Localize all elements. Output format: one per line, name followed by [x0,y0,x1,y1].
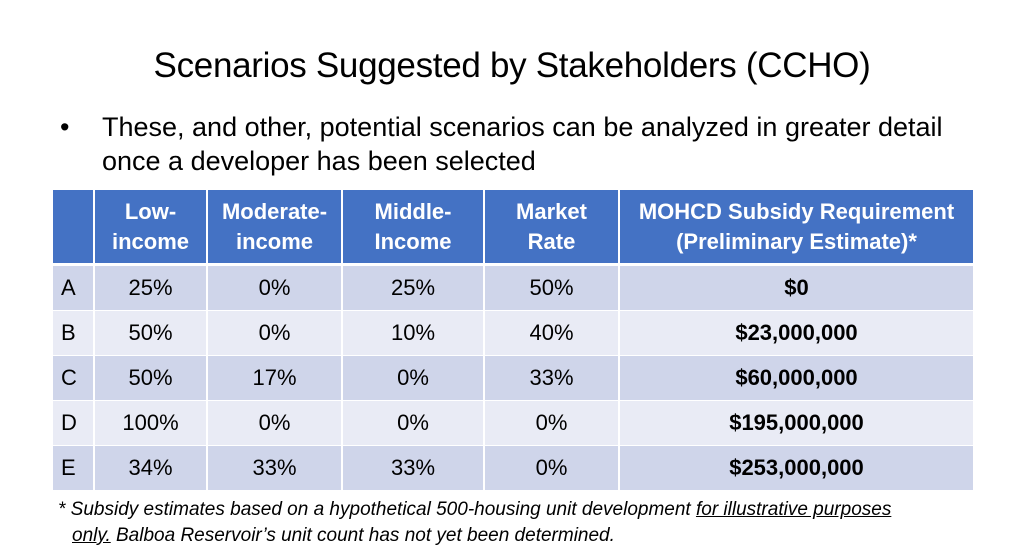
cell-market-rate: 40% [484,310,620,356]
footnote-underlined: only. [72,525,111,546]
header-middle-income: Middle- Income [342,190,485,266]
scenarios-table: Low- income Moderate- income Middle- Inc… [53,190,975,491]
cell-market-rate: 50% [484,264,620,311]
footnote: * Subsidy estimates based on a hypotheti… [58,497,978,549]
bullet-dot-icon: • [60,112,70,142]
cell-subsidy: $195,000,000 [619,400,975,446]
cell-moderate-income: 17% [207,355,343,401]
table-row: D 100% 0% 0% 0% $195,000,000 [53,400,975,446]
cell-low-income: 50% [94,310,208,356]
header-line: Income [374,228,452,254]
scenario-label: A [53,264,95,311]
header-moderate-income: Moderate- income [207,190,343,266]
cell-market-rate: 33% [484,355,620,401]
cell-low-income: 34% [94,445,208,491]
cell-middle-income: 10% [342,310,485,356]
cell-subsidy: $60,000,000 [619,355,975,401]
header-line: income [111,228,190,254]
footnote-line-2: only. Balboa Reservoir’s unit count has … [58,525,615,546]
footnote-underlined: for illustrative purposes [695,499,892,520]
cell-middle-income: 0% [342,355,485,401]
cell-market-rate: 0% [484,445,620,491]
cell-low-income: 50% [94,355,208,401]
table-row: C 50% 17% 0% 33% $60,000,000 [53,355,975,401]
bullet-text: These, and other, potential scenarios ca… [102,112,943,176]
table-row: E 34% 33% 33% 0% $253,000,000 [53,445,975,491]
header-subsidy: MOHCD Subsidy Requirement (Preliminary E… [619,190,975,266]
cell-low-income: 100% [94,400,208,446]
header-line: Moderate- [221,198,328,224]
cell-middle-income: 0% [342,400,485,446]
footnote-text: * Subsidy estimates based on a hypotheti… [58,499,696,520]
header-market-rate: Market Rate [484,190,620,266]
header-line: Market [516,198,587,224]
cell-low-income: 25% [94,264,208,311]
table-header-row: Low- income Moderate- income Middle- Inc… [53,190,975,266]
cell-moderate-income: 0% [207,310,343,356]
scenario-label: D [53,400,95,446]
cell-subsidy: $23,000,000 [619,310,975,356]
header-line: MOHCD Subsidy Requirement [638,198,955,224]
scenario-label: E [53,445,95,491]
header-line: Rate [527,228,576,254]
scenario-label: B [53,310,95,356]
scenario-label: C [53,355,95,401]
cell-subsidy: $253,000,000 [619,445,975,491]
cell-subsidy: $0 [619,264,975,311]
header-low-income: Low- income [94,190,208,266]
table-row: A 25% 0% 25% 50% $0 [53,264,975,311]
cell-moderate-income: 33% [207,445,343,491]
cell-middle-income: 33% [342,445,485,491]
slide-title: Scenarios Suggested by Stakeholders (CCH… [153,46,871,85]
header-line: (Preliminary Estimate)* [676,228,917,254]
table-row: B 50% 0% 10% 40% $23,000,000 [53,310,975,356]
header-scenario [53,190,95,266]
header-line: Low- [124,198,177,224]
header-line: Middle- [374,198,452,224]
cell-moderate-income: 0% [207,400,343,446]
header-line: income [235,228,314,254]
cell-moderate-income: 0% [207,264,343,311]
cell-market-rate: 0% [484,400,620,446]
cell-middle-income: 25% [342,264,485,311]
footnote-text: Balboa Reservoir’s unit count has not ye… [110,525,615,546]
